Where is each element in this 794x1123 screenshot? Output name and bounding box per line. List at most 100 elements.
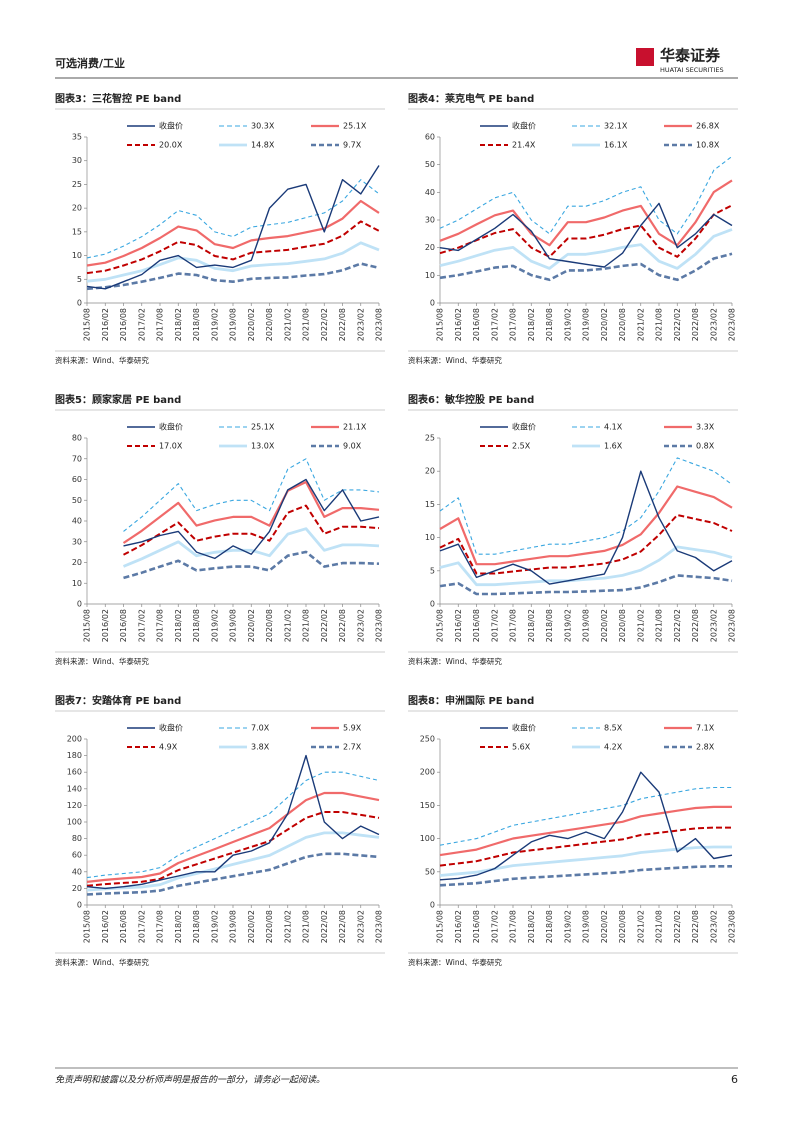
y-tick-label: 30: [72, 537, 82, 546]
y-tick-label: 50: [425, 867, 435, 876]
legend-label: 8.5X: [604, 724, 623, 733]
y-tick-label: 0: [77, 600, 82, 609]
y-tick-label: 150: [420, 801, 435, 810]
series-line: [122, 527, 380, 568]
y-tick-label: 180: [67, 751, 82, 760]
x-tick-label: 2021/02: [283, 609, 292, 642]
x-tick-label: 2018/02: [527, 910, 536, 943]
legend-label: 20.0X: [159, 141, 183, 150]
y-tick-label: 15: [425, 500, 435, 509]
x-tick-label: 2016/08: [472, 308, 481, 341]
legend-label: 17.0X: [159, 442, 183, 451]
x-tick-label: 2018/02: [527, 308, 536, 341]
x-tick-label: 2015/08: [83, 910, 92, 943]
legend-label: 26.8X: [696, 122, 720, 131]
legend-label: 收盘价: [512, 422, 536, 432]
y-tick-label: 50: [72, 496, 82, 505]
x-tick-label: 2023/08: [375, 308, 384, 341]
legend-label: 3.8X: [251, 743, 270, 752]
x-tick-label: 2020/02: [247, 308, 256, 341]
x-tick-label: 2021/08: [302, 910, 311, 943]
series-line: [439, 826, 732, 867]
figure-source: 资料来源：Wind、华泰研究: [55, 656, 149, 666]
x-tick-label: 2017/02: [137, 609, 146, 642]
legend-label: 14.8X: [251, 141, 275, 150]
x-tick-label: 2023/08: [375, 609, 384, 642]
x-tick-label: 2016/02: [454, 308, 463, 341]
x-tick-label: 2023/08: [375, 910, 384, 943]
series-line: [439, 786, 732, 846]
y-tick-label: 140: [67, 784, 82, 793]
figure-title: 图表7：安踏体育 PE band: [55, 694, 181, 707]
y-tick-label: 25: [72, 180, 82, 189]
x-tick-label: 2016/08: [119, 910, 128, 943]
x-tick-label: 2022/08: [691, 910, 700, 943]
legend-label: 2.8X: [696, 743, 715, 752]
y-tick-label: 0: [430, 299, 435, 308]
legend-label: 2.5X: [512, 442, 531, 451]
x-tick-label: 2020/08: [265, 910, 274, 943]
series-line: [86, 179, 380, 259]
legend-label: 5.9X: [343, 724, 362, 733]
series-line: [123, 504, 380, 556]
series-line: [86, 754, 380, 890]
y-tick-label: 5: [430, 566, 435, 575]
x-tick-label: 2022/02: [320, 609, 329, 642]
legend-label: 10.8X: [696, 141, 720, 150]
series-line: [86, 241, 380, 283]
x-tick-label: 2016/02: [454, 910, 463, 943]
x-tick-label: 2020/02: [247, 609, 256, 642]
x-tick-label: 2016/02: [454, 609, 463, 642]
legend-label: 32.1X: [604, 122, 628, 131]
x-tick-label: 2022/02: [320, 308, 329, 341]
y-tick-label: 80: [72, 434, 82, 443]
x-tick-label: 2019/08: [582, 308, 591, 341]
x-tick-label: 2019/08: [582, 609, 591, 642]
y-tick-label: 30: [425, 216, 435, 225]
y-tick-label: 10: [72, 579, 82, 588]
y-tick-label: 20: [425, 467, 435, 476]
series-line: [439, 485, 733, 566]
legend-label: 3.3X: [696, 423, 715, 432]
x-tick-label: 2016/08: [472, 910, 481, 943]
x-tick-label: 2016/08: [119, 609, 128, 642]
legend-label: 收盘价: [159, 723, 183, 733]
legend-label: 21.1X: [343, 423, 367, 432]
y-tick-label: 5: [77, 275, 82, 284]
legend-label: 收盘价: [512, 121, 536, 131]
figure-title: 图表6：敏华控股 PE band: [408, 393, 534, 406]
x-tick-label: 2023/08: [728, 910, 737, 943]
series-line: [439, 457, 733, 555]
legend-label: 4.1X: [604, 423, 623, 432]
x-tick-label: 2018/02: [527, 609, 536, 642]
legend-label: 9.7X: [343, 141, 362, 150]
legend-label: 收盘价: [159, 121, 183, 131]
y-tick-label: 10: [425, 271, 435, 280]
x-tick-label: 2016/02: [101, 910, 110, 943]
series-line: [439, 771, 733, 881]
x-tick-label: 2016/02: [101, 308, 110, 341]
y-tick-label: 10: [425, 533, 435, 542]
legend-label: 收盘价: [159, 422, 183, 432]
series-line: [86, 811, 380, 887]
series-line: [439, 805, 732, 857]
x-tick-label: 2018/08: [545, 910, 554, 943]
legend-label: 25.1X: [251, 423, 275, 432]
x-tick-label: 2019/02: [563, 910, 572, 943]
x-tick-label: 2020/08: [265, 609, 274, 642]
series-line: [439, 514, 733, 575]
figure-title: 图表8：申洲国际 PE band: [408, 694, 534, 707]
brand-name: 华泰证券: [660, 47, 721, 65]
y-tick-label: 0: [77, 901, 82, 910]
x-tick-label: 2018/08: [545, 609, 554, 642]
legend-label: 16.1X: [604, 141, 628, 150]
x-tick-label: 2017/08: [156, 609, 165, 642]
x-tick-label: 2019/08: [229, 308, 238, 341]
figure-source: 资料来源：Wind、华泰研究: [408, 355, 502, 365]
x-tick-label: 2017/02: [490, 609, 499, 642]
x-tick-label: 2017/08: [509, 308, 518, 341]
y-tick-label: 160: [67, 768, 82, 777]
disclaimer: 免责声明和披露以及分析师声明是报告的一部分，请务必一起阅读。: [55, 1075, 325, 1086]
legend-label: 1.6X: [604, 442, 623, 451]
y-tick-label: 50: [425, 160, 435, 169]
